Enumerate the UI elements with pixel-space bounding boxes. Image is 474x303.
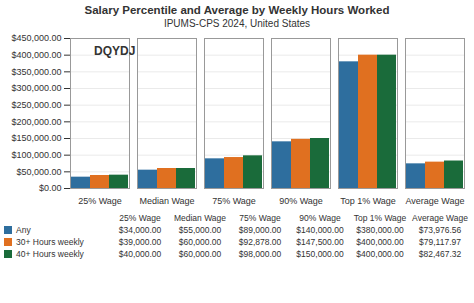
html-text:$140,000.00: $140,000.00 (296, 225, 344, 235)
html-text:75% Wage: 75% Wage (239, 213, 281, 223)
svg-text:Top 1% Wage: Top 1% Wage (340, 196, 396, 206)
html-text:$55,000.00: $55,000.00 (178, 225, 222, 235)
svg-text:$50,000.00: $50,000.00 (16, 167, 61, 177)
html-text:$98,000.00: $98,000.00 (238, 249, 282, 259)
html-text:$92,878.00: $92,878.00 (238, 237, 282, 247)
html-text:$400,000.00: $400,000.00 (356, 249, 404, 259)
svg-text:Median Wage: Median Wage (139, 196, 194, 206)
html-text:Any: Any (16, 225, 31, 235)
svg-text:$300,000.00: $300,000.00 (11, 83, 61, 93)
html-text:Average Wage: Average Wage (412, 213, 468, 223)
html-text:$40,000.00: $40,000.00 (118, 249, 162, 259)
svg-text:$250,000.00: $250,000.00 (11, 100, 61, 110)
html-text:DQYDJ: DQYDJ (94, 44, 136, 58)
html-text:40+ Hours weekly: 40+ Hours weekly (16, 249, 84, 259)
html-text:$380,000.00: $380,000.00 (356, 225, 404, 235)
svg-text:$200,000.00: $200,000.00 (11, 117, 61, 127)
html-text:30+ Hours weekly: 30+ Hours weekly (16, 237, 84, 247)
html-text:$60,000.00: $60,000.00 (178, 249, 222, 259)
html-text:$147,500.00: $147,500.00 (296, 237, 344, 247)
html-text:$79,117.97: $79,117.97 (419, 237, 461, 247)
html-text:IPUMS-CPS 2024, United States: IPUMS-CPS 2024, United States (163, 18, 311, 29)
svg-text:$100,000.00: $100,000.00 (11, 150, 61, 160)
html-text:$73,976.56: $73,976.56 (418, 225, 462, 235)
html-text:25% Wage: 25% Wage (119, 213, 161, 223)
html-text:$82,467.32: $82,467.32 (418, 249, 462, 259)
html-text:Top 1% Wage: Top 1% Wage (353, 213, 407, 223)
html-text:$39,000.00: $39,000.00 (118, 237, 162, 247)
svg-text:25% Wage: 25% Wage (78, 196, 122, 206)
html-text:Salary Percentile and Average: Salary Percentile and Average by Weekly … (84, 4, 390, 16)
html-text:$400,000.00: $400,000.00 (356, 237, 404, 247)
svg-text:$350,000.00: $350,000.00 (11, 67, 61, 77)
svg-text:$400,000.00: $400,000.00 (11, 50, 61, 60)
html-text:$150,000.00: $150,000.00 (296, 249, 344, 259)
html-text:$89,000.00: $89,000.00 (238, 225, 282, 235)
html-text:90% Wage: 90% Wage (299, 213, 341, 223)
svg-text:Average Wage: Average Wage (405, 196, 464, 206)
html-text:$34,000.00: $34,000.00 (118, 225, 162, 235)
svg-text:90% Wage: 90% Wage (279, 196, 323, 206)
svg-text:$150,000.00: $150,000.00 (11, 133, 61, 143)
html-text:$60,000.00: $60,000.00 (178, 237, 222, 247)
svg-text:$450,000.00: $450,000.00 (11, 33, 61, 43)
html-text:Median Wage: Median Wage (173, 213, 227, 223)
svg-text:$0.00: $0.00 (39, 183, 62, 193)
svg-text:75% Wage: 75% Wage (212, 196, 256, 206)
